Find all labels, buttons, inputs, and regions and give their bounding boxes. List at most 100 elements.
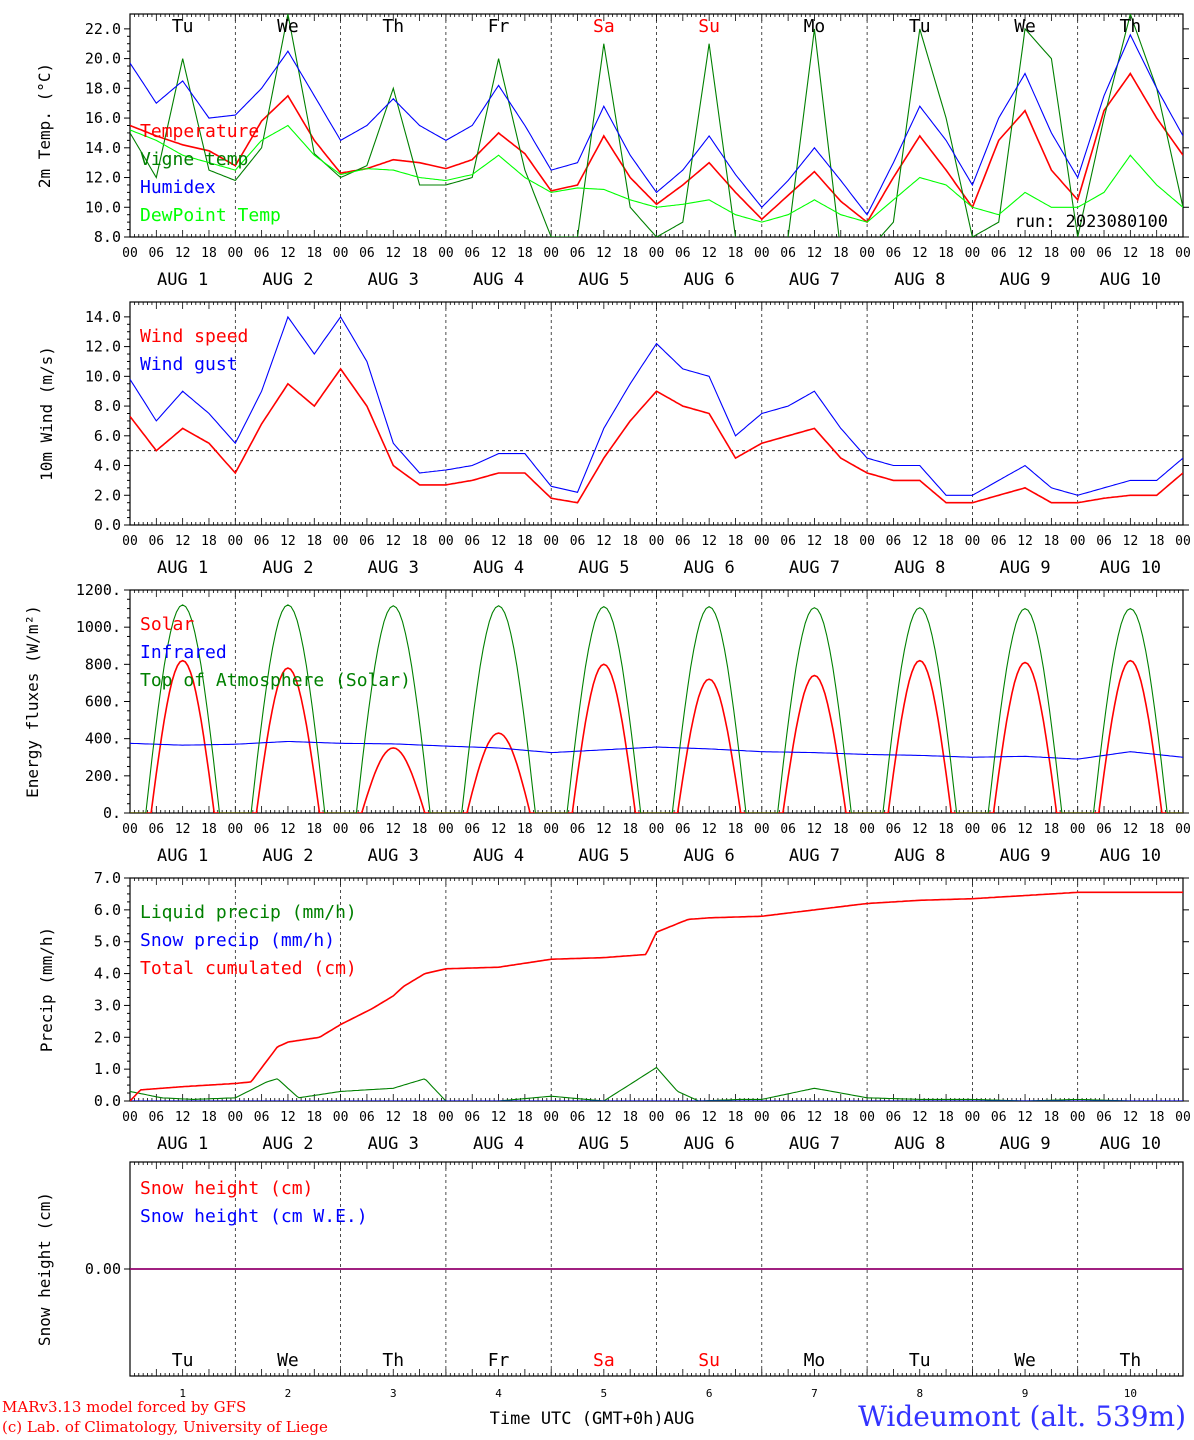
hour-tick-label: 06 — [254, 246, 270, 261]
date-label: AUG 2 — [262, 270, 313, 290]
date-label: AUG 6 — [684, 846, 735, 866]
hour-tick-label: 18 — [938, 246, 954, 261]
series-line-vigne-temp — [130, 14, 1183, 237]
hour-tick-label: 06 — [886, 822, 902, 837]
hour-tick-label: 18 — [728, 1110, 744, 1125]
date-label: AUG 5 — [578, 1134, 629, 1154]
hour-tick-label: 06 — [675, 246, 691, 261]
hour-tick-label: 00 — [649, 534, 665, 549]
x-axis-title: Time UTC (GMT+0h)AUG — [490, 1409, 695, 1429]
day-number-label: 6 — [706, 1387, 713, 1400]
day-of-week-label: Tu — [172, 16, 194, 37]
legend-entry: Solar — [140, 614, 194, 635]
hour-tick-label: 06 — [148, 822, 164, 837]
hour-tick-label: 00 — [333, 534, 349, 549]
hour-tick-label: 18 — [833, 1110, 849, 1125]
hour-tick-label: 18 — [412, 246, 428, 261]
hour-tick-label: 18 — [938, 534, 954, 549]
hour-tick-label: 18 — [833, 534, 849, 549]
hour-tick-label: 12 — [912, 1110, 928, 1125]
hour-tick-label: 00 — [122, 246, 138, 261]
hour-tick-label: 06 — [570, 534, 586, 549]
hour-tick-label: 12 — [491, 1110, 507, 1125]
y-tick-label: 18.0 — [85, 79, 121, 97]
hour-tick-label: 12 — [1017, 822, 1033, 837]
y-tick-label: 4.0 — [94, 457, 121, 475]
day-of-week-label: Sa — [593, 1350, 615, 1371]
legend-entry: Wind speed — [140, 326, 248, 347]
legend-entry: Snow precip (mm/h) — [140, 930, 335, 951]
hour-tick-label: 18 — [517, 246, 533, 261]
date-label: AUG 10 — [1100, 1134, 1161, 1154]
hour-tick-label: 18 — [622, 1110, 638, 1125]
hour-tick-label: 00 — [122, 534, 138, 549]
date-label: AUG 3 — [368, 270, 419, 290]
day-of-week-label: Su — [698, 1350, 720, 1371]
hour-tick-label: 18 — [938, 822, 954, 837]
hour-tick-label: 00 — [859, 822, 875, 837]
hour-tick-label: 00 — [1175, 534, 1191, 549]
legend-entry: Vigne temp — [140, 149, 248, 170]
day-number-label: 4 — [495, 1387, 502, 1400]
y-tick-label: 10.0 — [85, 198, 121, 216]
date-label: AUG 3 — [368, 846, 419, 866]
hour-tick-label: 18 — [201, 822, 217, 837]
hour-tick-label: 00 — [859, 534, 875, 549]
y-tick-label: 800. — [85, 655, 121, 673]
hour-tick-label: 18 — [1149, 1110, 1165, 1125]
y-axis-title: Energy fluxes (W/m²) — [23, 605, 42, 798]
series-line-total-cumulated-cm- — [130, 891, 1183, 1101]
date-label: AUG 10 — [1100, 558, 1161, 578]
hour-tick-label: 18 — [306, 822, 322, 837]
hour-tick-label: 12 — [1017, 534, 1033, 549]
hour-tick-label: 00 — [754, 246, 770, 261]
hour-tick-label: 06 — [780, 534, 796, 549]
hour-tick-label: 06 — [1096, 1110, 1112, 1125]
y-tick-label: 20.0 — [85, 50, 121, 68]
y-axis-title: 2m Temp. (°C) — [35, 63, 54, 188]
day-of-week-label: Fr — [488, 1350, 510, 1371]
series-line-infrared — [130, 740, 1183, 760]
date-label: AUG 7 — [789, 270, 840, 290]
hour-tick-label: 06 — [991, 1110, 1007, 1125]
y-tick-label: 0.00 — [85, 1260, 121, 1278]
hour-tick-label: 12 — [1123, 246, 1139, 261]
date-label: AUG 3 — [368, 1134, 419, 1154]
hour-tick-label: 06 — [359, 246, 375, 261]
hour-tick-label: 12 — [491, 822, 507, 837]
day-number-label: 8 — [916, 1387, 923, 1400]
plot-frame-2 — [129, 301, 1184, 526]
date-label: AUG 9 — [999, 1134, 1050, 1154]
hour-tick-label: 18 — [306, 1110, 322, 1125]
hour-tick-label: 00 — [754, 534, 770, 549]
y-tick-label: 0.0 — [94, 1092, 121, 1110]
date-label: AUG 1 — [157, 558, 208, 578]
hour-tick-label: 18 — [622, 822, 638, 837]
legend-entry: Wind gust — [140, 354, 238, 375]
hour-tick-label: 12 — [807, 246, 823, 261]
date-label: AUG 2 — [262, 558, 313, 578]
hour-tick-label: 18 — [517, 1110, 533, 1125]
day-of-week-label: We — [277, 16, 299, 37]
legend-entry: Snow height (cm) — [140, 1178, 313, 1199]
date-label: AUG 4 — [473, 1134, 524, 1154]
hour-tick-label: 00 — [227, 246, 243, 261]
y-tick-label: 22.0 — [85, 20, 121, 38]
series-line-top-of-atmosphere-solar- — [130, 604, 1183, 813]
hour-tick-label: 18 — [201, 1110, 217, 1125]
hour-tick-label: 06 — [991, 534, 1007, 549]
hour-tick-label: 18 — [728, 246, 744, 261]
hour-tick-label: 12 — [807, 822, 823, 837]
hour-tick-label: 00 — [227, 822, 243, 837]
credit-line-1: MARv3.13 model forced by GFS — [2, 1398, 247, 1416]
date-label: AUG 1 — [157, 270, 208, 290]
y-tick-label: 7.0 — [94, 869, 121, 887]
hour-tick-label: 18 — [1044, 822, 1060, 837]
hour-tick-label: 00 — [1070, 246, 1086, 261]
day-of-week-label: Th — [382, 16, 404, 37]
legend-entry: Total cumulated (cm) — [140, 958, 357, 979]
hour-tick-label: 12 — [912, 822, 928, 837]
hour-tick-label: 12 — [280, 1110, 296, 1125]
hour-tick-label: 06 — [148, 534, 164, 549]
hour-tick-label: 18 — [622, 534, 638, 549]
